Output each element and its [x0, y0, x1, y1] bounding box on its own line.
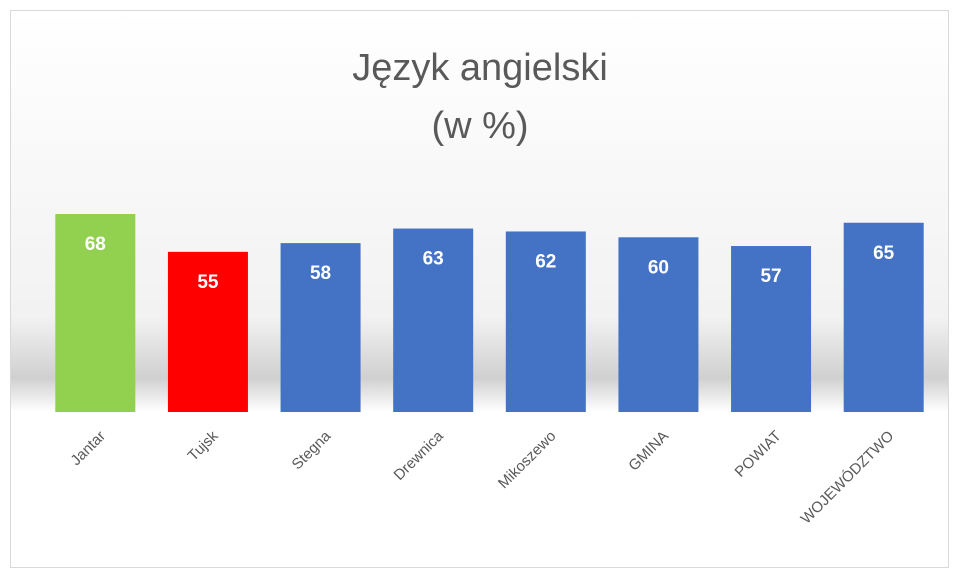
data-label: 58	[310, 263, 331, 284]
data-label: 65	[873, 243, 895, 264]
data-label: 57	[760, 266, 781, 287]
bar	[618, 237, 699, 412]
bar	[167, 251, 248, 412]
data-label: 60	[648, 257, 669, 278]
chart-title: Język angielski	[352, 47, 608, 89]
data-label: 55	[197, 272, 219, 293]
bar	[393, 228, 474, 412]
bar	[731, 246, 812, 412]
bar	[505, 231, 586, 412]
bar	[843, 222, 924, 412]
bar	[280, 243, 361, 412]
data-label: 63	[423, 249, 444, 270]
data-label: 62	[535, 251, 556, 272]
data-label: 68	[85, 234, 106, 255]
chart-subtitle: (w %)	[431, 105, 528, 147]
bar	[55, 214, 136, 412]
